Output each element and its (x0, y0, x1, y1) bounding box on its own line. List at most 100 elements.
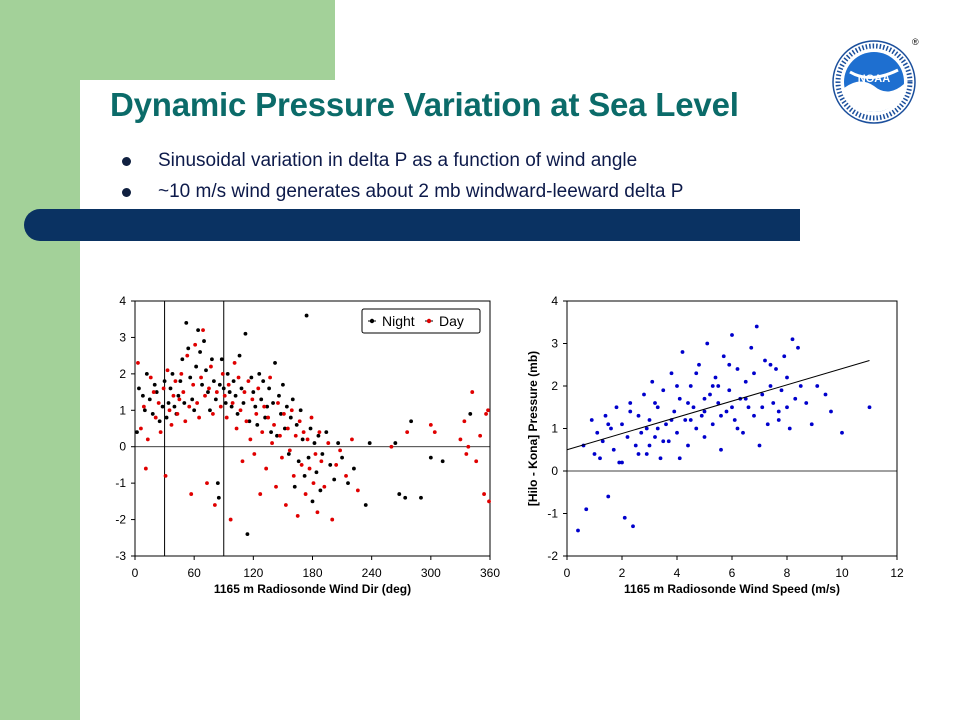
data-point (617, 460, 622, 465)
data-point (215, 481, 220, 486)
data-point (242, 390, 247, 394)
data-point (694, 426, 699, 431)
y-tick-label: 2 (551, 379, 558, 393)
legend-label: Day (439, 313, 464, 329)
data-point (208, 408, 212, 413)
data-point (606, 494, 611, 499)
data-point (779, 388, 784, 393)
data-point (271, 401, 275, 405)
data-point (135, 430, 139, 435)
x-tick-label: 2 (619, 566, 626, 580)
data-point (655, 426, 660, 431)
data-point (320, 452, 325, 456)
data-point (236, 375, 241, 380)
data-point (576, 528, 580, 533)
data-point (233, 393, 238, 398)
data-point (710, 422, 715, 427)
data-point (263, 415, 268, 420)
data-point (727, 362, 732, 367)
data-point (194, 364, 199, 369)
data-point (312, 441, 317, 445)
data-point (790, 337, 795, 342)
data-point (639, 430, 644, 435)
data-point (280, 455, 284, 460)
data-point (177, 397, 182, 402)
y-tick-label: 4 (119, 294, 126, 308)
data-point (306, 455, 311, 460)
data-point (288, 415, 293, 420)
data-point (487, 499, 491, 504)
data-point (330, 517, 335, 522)
data-point (183, 419, 188, 424)
data-point (793, 396, 798, 401)
data-point (203, 393, 207, 398)
data-point (279, 412, 283, 416)
bullet-item: Sinusoidal variation in delta P as a fun… (118, 150, 683, 181)
data-point (462, 419, 467, 424)
data-point (730, 333, 734, 337)
data-point (249, 375, 254, 380)
wind-dir-scatter-chart: 0 60 120 180 240 300 360 -3 -2 -1 0 1 2 3 4 1165 m Radi… (115, 294, 500, 596)
data-point (237, 353, 242, 358)
data-point (316, 433, 321, 438)
data-point (355, 488, 360, 493)
y-tick-label: -1 (547, 507, 558, 521)
data-point (231, 379, 236, 384)
data-point (283, 503, 288, 507)
data-point (197, 415, 201, 420)
data-point (253, 404, 258, 409)
data-point (292, 484, 297, 489)
data-point (340, 455, 344, 460)
data-point (261, 379, 266, 384)
data-point (782, 354, 787, 359)
data-point (230, 401, 235, 405)
y-tick-label: 1 (119, 403, 126, 417)
data-point (188, 375, 193, 380)
data-point (291, 473, 296, 478)
slide-title: Dynamic Pressure Variation at Sea Level (110, 86, 739, 123)
data-point (677, 396, 682, 401)
data-point (165, 368, 170, 373)
data-point (440, 459, 445, 464)
bullet-list: Sinusoidal variation in delta P as a fun… (118, 150, 683, 212)
data-point (829, 409, 833, 414)
data-point (336, 441, 341, 445)
data-point (139, 426, 143, 431)
data-point (466, 444, 471, 449)
data-point (166, 401, 171, 405)
data-point (672, 409, 677, 414)
data-point (229, 404, 234, 409)
data-point (190, 397, 195, 402)
data-point (240, 459, 245, 464)
data-point (686, 401, 690, 405)
data-point (666, 439, 671, 444)
data-point (611, 447, 616, 452)
data-point (642, 392, 646, 397)
data-point (209, 364, 213, 369)
data-point (202, 339, 206, 343)
data-point (697, 362, 701, 367)
data-point (324, 430, 329, 435)
data-point (294, 422, 299, 427)
data-point (307, 466, 312, 471)
y-tick-label: 0 (119, 440, 126, 454)
slide-card (80, 80, 960, 720)
y-axis-label: [Hilo - Kona] Pressure (mb) (526, 351, 540, 506)
data-point (741, 430, 745, 435)
data-point (763, 358, 767, 363)
data-point (211, 412, 215, 416)
data-point (186, 346, 191, 351)
data-point (184, 320, 189, 325)
data-point (281, 382, 285, 387)
data-point (768, 362, 773, 367)
data-point (699, 413, 704, 418)
data-point (204, 368, 208, 373)
data-point (677, 456, 682, 461)
data-point (464, 452, 469, 456)
data-point (815, 384, 820, 388)
bullet-text: ~10 m/s wind generates about 2 mb windwa… (158, 181, 684, 202)
data-point (746, 405, 751, 410)
data-point (274, 484, 278, 489)
data-point (296, 459, 301, 464)
data-point (137, 386, 141, 391)
